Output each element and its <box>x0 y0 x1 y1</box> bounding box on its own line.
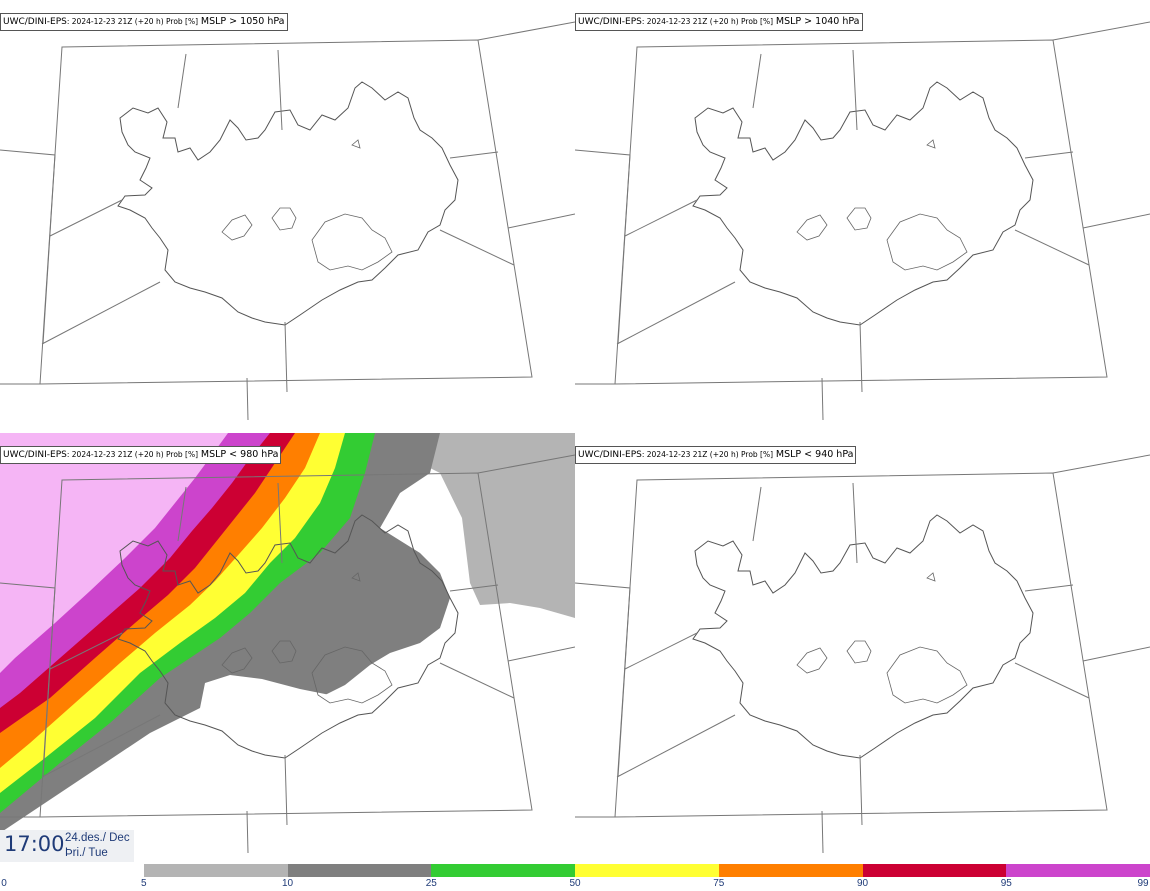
valid-date: 24.des./ Dec Þri./ Tue <box>65 831 130 861</box>
valid-date-line-2: Þri./ Tue <box>65 847 108 859</box>
run-info: : 2024-12-23 21Z (+20 h) Prob [%] <box>66 17 199 26</box>
legend-tick-label: 50 <box>569 878 581 889</box>
valid-time: 17:00 <box>4 832 65 856</box>
threshold-label: MSLP < 940 hPa <box>775 449 854 460</box>
iceland-map <box>575 454 1150 854</box>
run-info: : 2024-12-23 21Z (+20 h) Prob [%] <box>66 450 199 459</box>
valid-time-box: 17:00 24.des./ Dec Þri./ Tue <box>0 830 134 862</box>
legend-tick-label: 0 <box>1 878 7 889</box>
legend-swatch <box>431 864 575 877</box>
probability-clear-area <box>200 675 360 753</box>
legend-tick-label: 75 <box>713 878 725 889</box>
panel-title: UWC/DINI-EPS: 2024-12-23 21Z (+20 h) Pro… <box>0 446 282 464</box>
threshold-label: MSLP > 1040 hPa <box>775 16 860 27</box>
threshold-label: MSLP > 1050 hPa <box>200 16 285 27</box>
iceland-map <box>0 21 575 421</box>
legend-tick-label: 95 <box>1000 878 1012 889</box>
map-panel-mslp-gt-1050: UWC/DINI-EPS: 2024-12-23 21Z (+20 h) Pro… <box>0 0 575 430</box>
panel-title: UWC/DINI-EPS: 2024-12-23 21Z (+20 h) Pro… <box>0 13 288 31</box>
panel-title: UWC/DINI-EPS: 2024-12-23 21Z (+20 h) Pro… <box>575 446 857 464</box>
legend-swatch <box>718 864 863 877</box>
legend-swatch <box>862 864 1007 877</box>
map-panel-mslp-lt-940: UWC/DINI-EPS: 2024-12-23 21Z (+20 h) Pro… <box>575 433 1150 863</box>
model-name: UWC/DINI-EPS <box>578 450 642 460</box>
map-panel-mslp-gt-1040: UWC/DINI-EPS: 2024-12-23 21Z (+20 h) Pro… <box>575 0 1150 430</box>
map-panel-mslp-lt-980: UWC/DINI-EPS: 2024-12-23 21Z (+20 h) Pro… <box>0 433 575 863</box>
model-name: UWC/DINI-EPS <box>578 17 642 27</box>
iceland-map-probability <box>0 433 575 863</box>
legend-swatch <box>287 864 432 877</box>
panel-title: UWC/DINI-EPS: 2024-12-23 21Z (+20 h) Pro… <box>575 13 863 31</box>
legend-tick-label: 5 <box>140 878 147 889</box>
legend-swatch <box>575 864 719 877</box>
model-name: UWC/DINI-EPS <box>3 450 67 460</box>
legend-tick-label: 10 <box>281 878 294 889</box>
iceland-map <box>575 21 1150 421</box>
probability-legend: 0 5 10 25 50 75 90 95 99 <box>0 862 1150 891</box>
valid-date-line-1: 24.des./ Dec <box>65 832 130 844</box>
legend-tick-label: 90 <box>856 878 869 889</box>
legend-tick-label: 25 <box>425 878 437 889</box>
legend-tick-label: 99 <box>1137 878 1149 889</box>
legend-swatch <box>1006 864 1150 877</box>
legend-swatch <box>143 864 288 877</box>
run-info: : 2024-12-23 21Z (+20 h) Prob [%] <box>641 450 774 459</box>
model-name: UWC/DINI-EPS <box>3 17 67 27</box>
probability-band-99 <box>0 433 228 863</box>
threshold-label: MSLP < 980 hPa <box>200 449 279 460</box>
run-info: : 2024-12-23 21Z (+20 h) Prob [%] <box>641 17 774 26</box>
